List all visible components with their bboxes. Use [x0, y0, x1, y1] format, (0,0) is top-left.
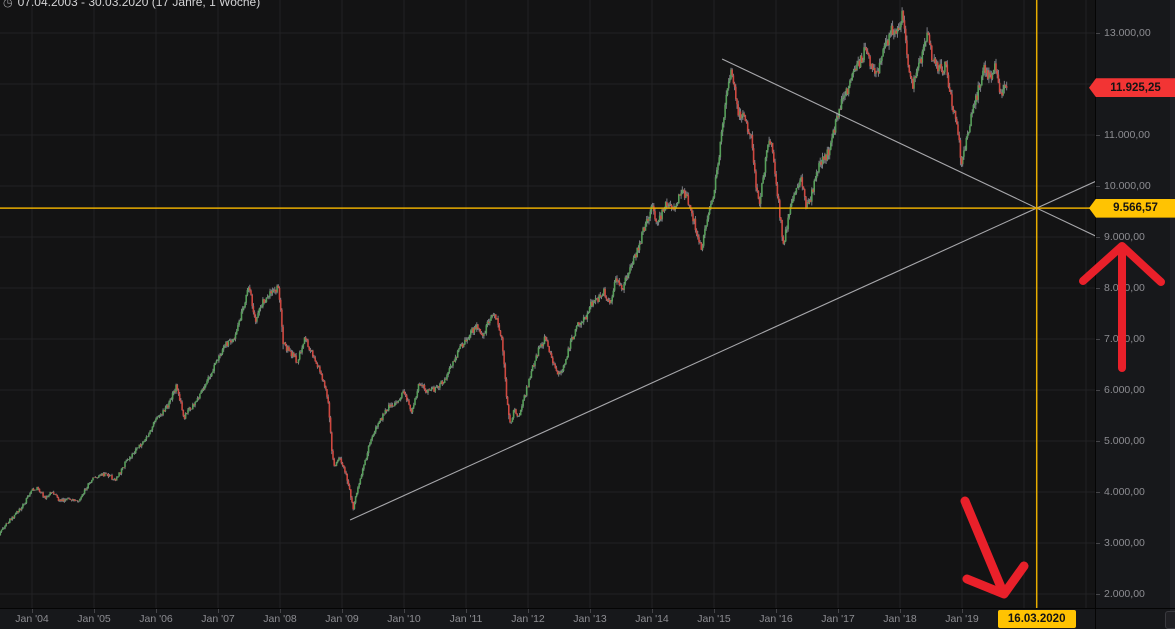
crosshair-price-tag: 9.566,57	[1089, 198, 1175, 218]
price-axis-separator	[1095, 0, 1096, 629]
time-axis-tick	[590, 609, 591, 613]
time-axis-label: Jan '13	[573, 613, 607, 625]
time-axis-label: Jan '19	[945, 613, 979, 625]
price-axis-label: 11.000,00	[1104, 129, 1150, 141]
chart-range-text: 07.04.2003 - 30.03.2020 (17 Jahre, 1 Woc…	[17, 0, 261, 9]
time-axis-tick	[528, 609, 529, 613]
price-axis-label: 5.000,00	[1104, 435, 1145, 447]
time-axis-label: Jan '06	[139, 613, 173, 625]
price-axis-tick	[1096, 542, 1100, 544]
time-axis-label: Jan '11	[449, 613, 483, 625]
price-axis-tick	[1096, 389, 1100, 391]
price-axis-tick	[1096, 32, 1100, 34]
candles-down	[6, 10, 1008, 524]
time-axis-label: Jan '18	[883, 613, 917, 625]
price-axis-tick	[1096, 440, 1100, 442]
scale-settings-button-fragment[interactable]	[1165, 611, 1175, 629]
candle-wicks	[0, 7, 1008, 536]
clock-icon: ◷	[3, 0, 13, 9]
time-axis-tick	[838, 609, 839, 613]
price-axis-label: 13.000,00	[1104, 27, 1151, 39]
time-axis-tick	[156, 609, 157, 613]
price-axis-label: 6.000,00	[1104, 384, 1145, 396]
time-axis-tick	[900, 609, 901, 613]
time-axis-tick	[32, 609, 33, 613]
price-axis-label: 9.000,00	[1104, 231, 1145, 243]
time-axis-tick	[218, 609, 219, 613]
time-axis-tick	[466, 609, 467, 613]
trendline-ascending-support[interactable]	[349, 181, 1095, 521]
gridlines	[0, 0, 1095, 608]
time-axis-label: Jan '07	[201, 613, 235, 625]
time-axis-label: Jan '04	[15, 613, 49, 625]
price-axis-tick	[1096, 287, 1100, 289]
time-axis-label: Jan '05	[77, 613, 111, 625]
time-axis-label: Jan '16	[759, 613, 793, 625]
chart-range-title: ◷ 07.04.2003 - 30.03.2020 (17 Jahre, 1 Wo…	[3, 0, 260, 9]
time-axis-label: Jan '15	[697, 613, 731, 625]
time-axis-tick	[962, 609, 963, 613]
time-axis-label: Jan '14	[635, 613, 669, 625]
right-edge-strip	[1170, 0, 1175, 629]
time-axis[interactable]: Jan '04 Jan '05 Jan '06 Jan '07 Jan '08 Jan '…	[0, 609, 1175, 629]
time-axis-label: Jan '08	[263, 613, 297, 625]
price-axis-label: 10.000,00	[1104, 180, 1151, 192]
price-axis-tick	[1096, 338, 1100, 340]
time-axis-label: Jan '09	[325, 613, 359, 625]
time-axis-tick	[342, 609, 343, 613]
time-axis-label: Jan '10	[387, 613, 421, 625]
time-axis-tick	[94, 609, 95, 613]
price-axis-label: 4.000,00	[1104, 486, 1145, 498]
time-axis-tick	[652, 609, 653, 613]
last-price-tag: 11.925,25	[1089, 78, 1175, 98]
time-axis-tick	[404, 609, 405, 613]
price-axis-label: 8.000,00	[1104, 282, 1145, 294]
trendline-descending-resistance[interactable]	[721, 58, 1095, 237]
time-axis-tick	[280, 609, 281, 613]
price-axis-label: 7.000,00	[1104, 333, 1145, 345]
candles-up	[0, 10, 1006, 536]
price-axis-tick	[1096, 134, 1100, 136]
price-axis-tick	[1096, 593, 1100, 595]
time-axis-tick	[776, 609, 777, 613]
time-axis-tick	[714, 609, 715, 613]
crosshair-date-tag: 16.03.2020	[997, 610, 1076, 628]
price-axis-label: 2.000,00	[1104, 588, 1145, 600]
time-axis-separator	[0, 608, 1175, 609]
price-axis-tick	[1096, 236, 1100, 238]
time-axis-label: Jan '17	[821, 613, 855, 625]
price-axis-tick	[1096, 185, 1100, 187]
time-axis-label: Jan '12	[511, 613, 545, 625]
price-axis-label: 3.000,00	[1104, 537, 1145, 549]
price-axis-tick	[1096, 491, 1100, 493]
